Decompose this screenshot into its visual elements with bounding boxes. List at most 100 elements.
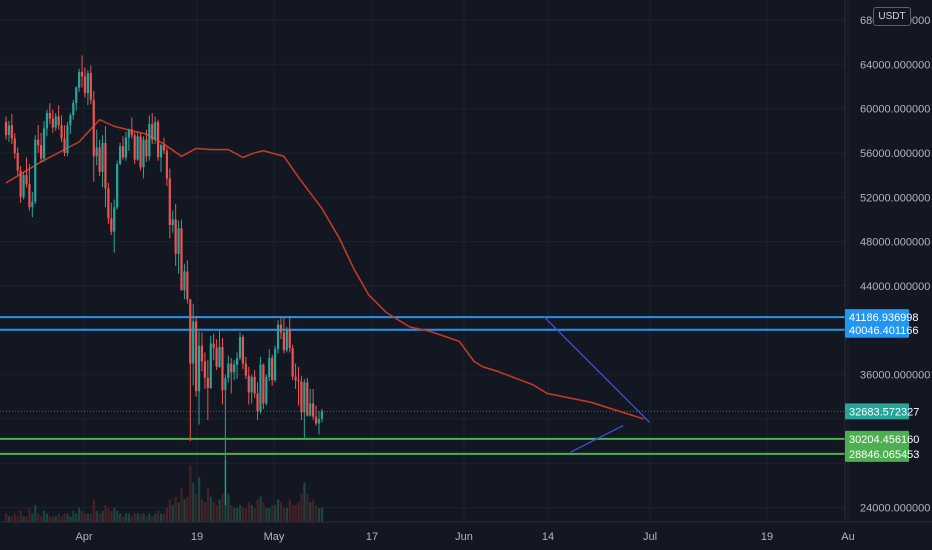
volume-bar — [206, 488, 210, 522]
support-label-text: 30204.456160 — [849, 434, 919, 446]
candle-up — [22, 175, 25, 198]
candle-up — [274, 349, 277, 381]
candle-down — [165, 150, 168, 179]
candle-down — [130, 129, 133, 136]
candle-down — [195, 321, 198, 392]
volume-bar — [209, 496, 212, 522]
candle-down — [162, 145, 166, 151]
volume-bar — [145, 516, 148, 522]
candle-down — [215, 348, 218, 367]
volume-bar — [142, 513, 145, 522]
candle-down — [48, 113, 51, 119]
candle-down — [221, 346, 224, 391]
candle-down — [186, 271, 189, 300]
volume-bar — [19, 510, 22, 522]
resistance-label-text: 41186.936998 — [849, 312, 919, 324]
candle-down — [157, 121, 160, 158]
volume-bar — [186, 496, 189, 522]
trendline — [543, 316, 650, 423]
volume-bar — [122, 516, 125, 522]
candle-down — [294, 376, 297, 381]
volume-bar — [189, 465, 192, 522]
candle-up — [227, 363, 230, 378]
volume-bar — [113, 507, 116, 522]
candle-up — [276, 324, 280, 350]
volume-bar — [22, 516, 25, 522]
volume-bar — [89, 513, 93, 522]
volume-bar — [309, 502, 312, 522]
candle-up — [95, 147, 98, 157]
candle-down — [168, 178, 171, 225]
candle-down — [291, 348, 294, 377]
volume-bar — [139, 513, 142, 522]
volume-bar — [297, 502, 300, 522]
volume-bar — [294, 505, 297, 522]
x-tick-label: May — [264, 531, 285, 543]
volume-bar — [34, 505, 37, 522]
candle-down — [288, 329, 291, 348]
volume-bar — [315, 505, 318, 522]
candle-down — [92, 99, 95, 157]
candle-down — [121, 146, 125, 158]
candle-down — [107, 188, 110, 219]
volume-bar — [13, 513, 16, 522]
x-tick-label: Apr — [75, 531, 92, 543]
volume-bar — [279, 502, 283, 522]
y-tick-label: 60000.000000 — [860, 104, 930, 116]
candle-up — [31, 201, 34, 208]
volume-bar — [288, 499, 291, 522]
candle-up — [197, 345, 201, 392]
candle-up — [118, 146, 122, 165]
candle-up — [303, 382, 306, 413]
volume-bar — [66, 513, 69, 522]
candle-up — [136, 136, 139, 160]
volume-bar — [133, 513, 136, 522]
y-tick-label: 48000.000000 — [860, 237, 930, 249]
candle-down — [16, 152, 19, 171]
candle-down — [133, 135, 136, 160]
volume-bar — [78, 507, 81, 522]
candle-down — [180, 228, 183, 291]
candle-down — [110, 218, 113, 232]
candle-down — [306, 382, 309, 416]
x-tick-label: 14 — [542, 531, 554, 543]
volume-bar — [259, 496, 262, 522]
volume-bar — [157, 510, 160, 522]
price-axis[interactable]: 68000.00000064000.00000060000.0000005600… — [844, 0, 930, 522]
volume-bar — [136, 513, 139, 522]
candle-up — [171, 219, 174, 225]
candle-up — [320, 411, 323, 419]
time-axis[interactable]: Apr 19 May 17 Jun 14 Jul 19 Au — [0, 521, 932, 543]
candle-down — [57, 116, 60, 126]
candle-up — [34, 139, 37, 202]
resistance-label-box — [845, 321, 909, 338]
volume-bar — [200, 499, 204, 522]
x-tick-label: Au — [841, 531, 854, 543]
candle-down — [271, 357, 274, 381]
candle-up — [250, 376, 253, 393]
candle-up — [268, 357, 271, 377]
candle-down — [203, 361, 206, 378]
candle-down — [247, 375, 250, 393]
volume-bar — [320, 507, 324, 522]
volume-bar — [162, 513, 166, 522]
volume-bar — [54, 516, 57, 522]
volume-bar — [104, 505, 107, 522]
volume-bar — [244, 507, 248, 522]
candle-down — [282, 332, 285, 351]
volume-bar — [192, 482, 195, 522]
volume-bar — [148, 513, 151, 522]
candle-down — [10, 125, 13, 139]
candle-down — [51, 118, 54, 128]
candle-up — [72, 103, 75, 116]
candle-up — [218, 346, 221, 367]
candle-up — [54, 116, 57, 128]
volume-bar — [101, 510, 104, 522]
candle-up — [7, 125, 11, 136]
volume-bar — [268, 507, 271, 522]
volume-bar — [116, 510, 119, 522]
currency-badge[interactable]: USDT — [873, 7, 911, 26]
candle-down — [256, 393, 259, 412]
